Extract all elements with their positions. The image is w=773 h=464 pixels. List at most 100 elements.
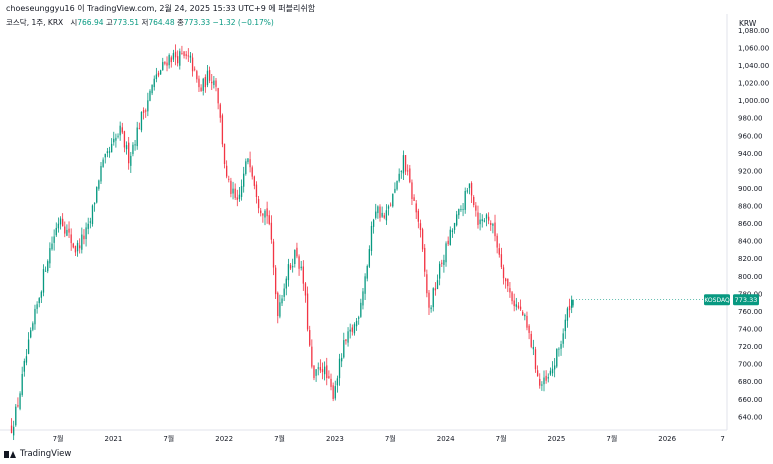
candle-body [253,176,256,186]
candle-body [334,386,336,399]
candle-body [549,370,552,375]
y-tick-label: 860.00 [738,220,763,228]
candle-body [353,324,356,334]
candle-body [123,131,126,148]
candle-body [430,307,432,310]
candle-body [53,236,55,243]
candle-body [306,293,309,330]
candle-body [562,333,564,344]
candle-body [183,51,185,56]
candle-body [304,283,307,296]
y-tick-label: 660.00 [738,396,763,404]
candle-body [449,229,451,245]
candle-body [368,249,371,267]
candle-body [151,84,153,94]
candle-body [360,302,362,317]
candle-body [543,377,545,385]
low-label: 저 [141,18,149,27]
candle-body [519,306,522,310]
candle-body [366,265,368,279]
candle-body [436,280,439,290]
y-tick-label: 720.00 [738,343,763,351]
candle-body [470,183,473,196]
candle-body [93,202,96,205]
candle-body [245,161,247,174]
candle-body [179,51,181,66]
y-tick-label: 760.00 [738,308,763,316]
candle-body [294,249,296,264]
candle-body [296,247,298,257]
candle-body [34,308,36,325]
candle-body [532,346,535,350]
symbol-label[interactable]: 코스닥, 1주, KRX [6,18,64,27]
candle-body [564,319,566,332]
candle-body [309,330,311,346]
candle-body [311,346,313,367]
candle-body [32,323,34,330]
candle-body [70,234,72,244]
candle-body [21,373,23,395]
candle-body [387,206,390,209]
candle-body [289,265,292,269]
footer-brand[interactable]: TradingView [4,449,71,459]
y-tick-label: 980.00 [738,115,763,123]
candle-body [300,266,302,269]
candle-body [27,339,30,354]
price-badge-box [733,294,759,306]
candle-body [539,378,541,386]
candle-body [85,227,87,240]
high-value: 773.51 [112,18,140,27]
y-tick-label: 1,080.00 [738,27,769,35]
candle-body [213,80,215,85]
candle-body [447,240,449,245]
candle-body [221,115,224,145]
candle-body [394,188,396,193]
candle-body [208,70,211,81]
candle-body [121,127,123,133]
candle-body [451,230,454,232]
y-tick-label: 1,000.00 [738,97,769,105]
candle-body [336,378,339,386]
candle-body [490,223,492,225]
candle-body [432,288,434,308]
candle-body [571,299,573,308]
candle-body [155,74,158,79]
candle-body [385,210,388,221]
candle-body [266,208,268,217]
candle-body [91,205,94,225]
candle-body [462,209,464,210]
x-tick-label: 2022 [215,435,233,443]
candle-body [407,170,409,172]
candle-body [323,366,326,375]
candle-body [251,167,253,177]
candle-body [100,166,102,182]
high-label: 고 [105,18,113,27]
candle-body [96,186,98,203]
candle-body [458,209,460,216]
candle-body [536,370,539,377]
y-tick-label: 1,060.00 [738,44,769,52]
candle-body [257,199,260,209]
open-value: 766.94 [77,18,104,27]
low-value: 764.48 [148,18,175,27]
candle-body [232,188,234,194]
y-tick-label: 1,020.00 [738,80,769,88]
candle-body [206,70,209,86]
symbol-badge-box [704,294,730,306]
candle-body [68,228,70,233]
candle-body [285,278,287,289]
close-label: 종 [176,18,184,27]
candle-body [145,110,147,112]
candle-body [128,142,130,164]
candle-body [558,348,560,350]
candle-body [524,314,526,317]
candle-body [44,270,47,272]
y-tick-label: 840.00 [738,238,763,246]
candle-body [136,127,138,147]
candle-body [42,269,45,293]
x-tick-label: 7월 [496,434,507,443]
candle-body [215,80,217,87]
candle-body [76,242,79,252]
candle-body [345,339,347,342]
